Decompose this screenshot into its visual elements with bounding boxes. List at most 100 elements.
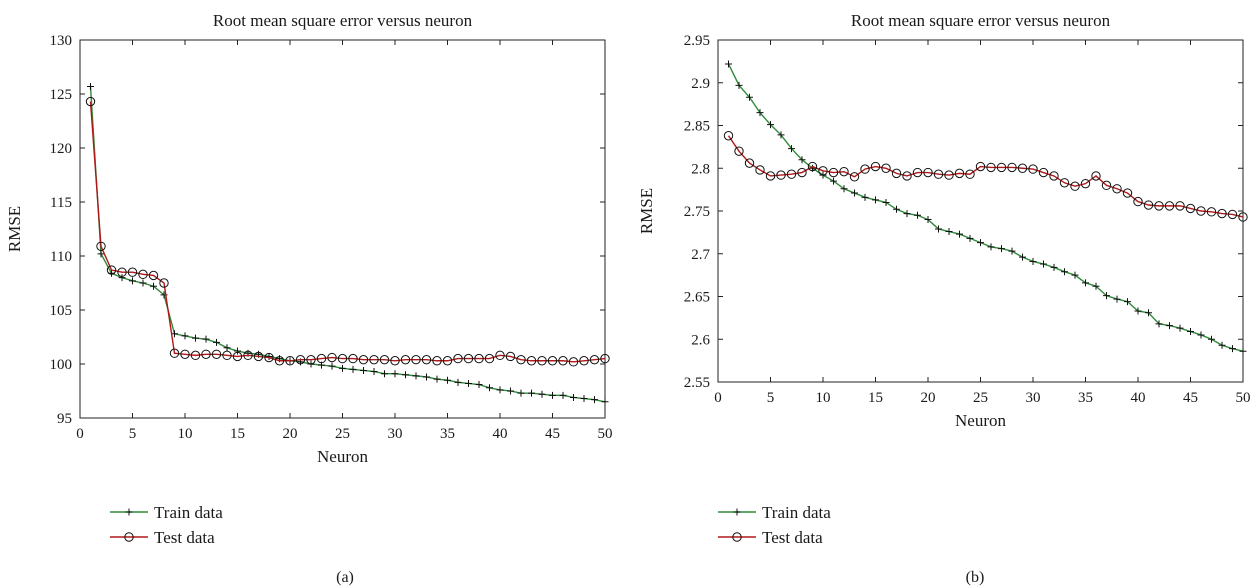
y-tick-label: 130: [50, 33, 73, 49]
data-point: [390, 356, 400, 366]
data-point: [96, 241, 106, 251]
x-tick-label: 0: [76, 426, 84, 442]
data-point: [861, 193, 869, 201]
data-point: [975, 161, 986, 172]
data-point: [412, 372, 420, 380]
data-point: [944, 170, 954, 180]
legend-label: Test data: [762, 528, 823, 547]
x-tick-label: 10: [816, 390, 831, 406]
data-point: [1218, 341, 1226, 349]
data-point: [1092, 282, 1100, 290]
data-point: [725, 60, 732, 68]
y-tick-label: 105: [50, 303, 73, 319]
data-point: [339, 364, 346, 372]
data-point: [328, 362, 336, 370]
data-point: [777, 131, 785, 139]
data-point: [360, 366, 367, 374]
data-point: [1145, 309, 1152, 317]
legend-label: Train data: [154, 503, 223, 522]
data-point: [1155, 320, 1163, 328]
data-point: [965, 169, 975, 179]
chart-panel-a: Root mean square error versus neuron 0 5 10…: [5, 11, 613, 586]
y-tick-label: 2.75: [684, 204, 710, 220]
data-point: [914, 211, 921, 219]
x-tick-label: 5: [767, 390, 775, 406]
data-point: [580, 395, 588, 403]
data-point: [85, 96, 96, 107]
y-tick-label: 2.9: [691, 76, 710, 92]
data-point: [391, 370, 399, 378]
data-point: [1070, 181, 1080, 191]
data-point: [181, 332, 189, 340]
data-point: [526, 356, 537, 366]
legend: Train data Test data: [718, 503, 831, 547]
data-point: [735, 81, 743, 89]
data-point: [507, 387, 514, 395]
data-point: [1059, 178, 1070, 188]
legend-label: Train data: [762, 503, 831, 522]
y-tick-label: 2.8: [691, 161, 710, 177]
data-point: [828, 167, 839, 178]
x-tick-label: 50: [598, 426, 613, 442]
data-point: [986, 162, 996, 173]
data-point: [442, 356, 453, 366]
data-point: [274, 356, 285, 366]
data-point: [559, 391, 567, 399]
x-tick-label: 50: [1236, 390, 1251, 406]
y-tick-label: 2.7: [691, 247, 710, 263]
y-axis-label: RMSE: [5, 206, 24, 252]
data-point: [232, 351, 243, 362]
data-point: [998, 245, 1005, 253]
data-point: [117, 267, 127, 277]
data-point: [1113, 295, 1121, 303]
x-tick-label: 40: [493, 426, 508, 442]
data-point: [411, 354, 421, 365]
data-point: [1217, 208, 1227, 219]
series-line: [89, 86, 606, 403]
data-point: [1050, 263, 1058, 271]
data-point: [839, 166, 849, 177]
x-tick-label: 10: [178, 426, 193, 442]
legend-marker: [124, 532, 134, 542]
data-point: [169, 348, 180, 358]
data-point: [87, 82, 94, 90]
data-point: [902, 171, 912, 181]
data-point: [1239, 347, 1247, 355]
x-tick-label: 15: [230, 426, 245, 442]
x-tick-label: 40: [1131, 390, 1146, 406]
data-point: [433, 375, 441, 383]
data-point: [1208, 335, 1215, 343]
data-point: [148, 270, 159, 281]
data-point: [1124, 298, 1131, 306]
data-point: [851, 189, 858, 197]
data-point: [744, 158, 755, 168]
y-axis-label: RMSE: [637, 188, 656, 234]
data-point: [285, 356, 295, 366]
data-point: [316, 353, 327, 364]
y-tick-label: 2.6: [691, 332, 710, 348]
data-point: [192, 334, 199, 342]
data-point: [1049, 171, 1059, 181]
data-point: [484, 353, 495, 364]
data-point: [734, 146, 744, 156]
data-point: [465, 379, 472, 387]
plot-frame: [79, 39, 606, 419]
data-point: [538, 390, 546, 398]
data-point: [159, 278, 169, 288]
data-point: [223, 344, 231, 352]
x-tick-label: 45: [545, 426, 560, 442]
data-point: [516, 354, 526, 365]
data-point: [1154, 201, 1164, 211]
plot-frame: [717, 39, 1244, 383]
series-line: [727, 135, 1244, 218]
data-point: [872, 196, 879, 204]
data-point: [127, 267, 138, 277]
data-point: [190, 350, 201, 361]
data-point: [106, 265, 117, 275]
data-point: [786, 169, 797, 179]
panel-caption: (b): [966, 569, 985, 586]
y-tick-label: 100: [50, 357, 73, 373]
chart-title: Root mean square error versus neuron: [851, 11, 1111, 30]
data-point: [755, 165, 765, 175]
